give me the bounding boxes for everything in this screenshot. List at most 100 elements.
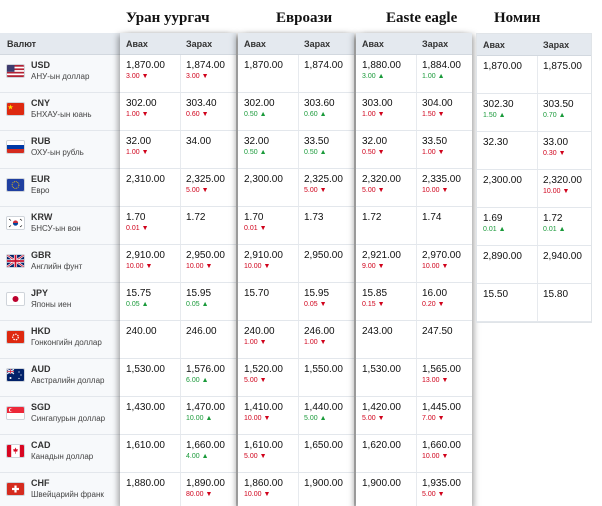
buy-rate-value: 240.00: [244, 326, 275, 337]
change-amount: 80.00: [186, 491, 204, 498]
rate-row: 1,620.00 1,660.00 10.00 ▼: [356, 435, 472, 473]
arrow-down-icon: ▼: [139, 73, 149, 80]
change-amount: 1.50: [483, 112, 497, 119]
currency-row-cad: CAD Канадын доллар: [0, 435, 120, 473]
currency-code: CNY: [31, 98, 51, 108]
rate-row: 1,530.00 1,565.00 13.00 ▼: [356, 359, 472, 397]
change-amount: 7.00: [422, 415, 436, 422]
hk-flag-icon: [6, 330, 25, 344]
rate-row: 1,420.00 5.00 ▼ 1,445.00 7.00 ▼: [356, 397, 472, 435]
change-amount: 1.00: [422, 73, 436, 80]
buy-rate-value: 32.00: [362, 136, 388, 147]
sell-rate-change: 0.05 ▼: [304, 301, 362, 308]
sell-rate-cell: 246.00: [186, 326, 244, 337]
buy-rate-cell: 1,430.00: [126, 402, 184, 413]
arrow-up-icon: ▲: [556, 226, 566, 233]
sell-rate-cell: 33.50 1.00 ▼: [422, 136, 480, 156]
rate-row: 1.69 0.01 ▲ 1.72 0.01 ▲: [477, 208, 591, 246]
buy-rate-cell: 32.30: [483, 137, 541, 148]
currency-code: USD: [31, 60, 51, 70]
buy-rate-change: 1.00 ▼: [126, 149, 184, 156]
buy-rate-change: 0.01 ▼: [126, 225, 184, 232]
buy-rate-cell: 2,310.00: [126, 174, 184, 185]
sell-rate-value: 1,470.00: [186, 402, 225, 413]
buy-rate-cell: 302.30 1.50 ▲: [483, 99, 541, 119]
buy-rate-value: 1,610.00: [126, 440, 165, 451]
currency-name: Японы иен: [31, 300, 72, 309]
sell-rate-change: 10.00 ▲: [186, 415, 244, 422]
bank-panel-uran: Авах Зарах 1,870.00 3.00 ▼ 1,874.00 3.00 ▼ 302…: [120, 33, 236, 506]
buy-rate-value: 1,900.00: [362, 478, 401, 489]
buy-rate-change: 1.00 ▼: [362, 111, 420, 118]
sell-rate-cell: 1,890.00 80.00 ▼: [186, 478, 244, 498]
buy-rate-value: 1,870.00: [483, 61, 522, 72]
rate-header: Авах Зарах: [120, 33, 236, 55]
arrow-down-icon: ▼: [257, 339, 267, 346]
change-amount: 5.00: [304, 187, 318, 194]
buy-rate-value: 2,921.00: [362, 250, 401, 261]
change-amount: 13.00: [422, 377, 440, 384]
buy-rate-value: 2,300.00: [483, 175, 522, 186]
bank-title-nomin: Номин: [494, 10, 541, 26]
currency-row-hkd: HKD Гонконгийн доллар: [0, 321, 120, 359]
buy-rate-cell: 1.69 0.01 ▲: [483, 213, 541, 233]
change-amount: 10.00: [543, 188, 561, 195]
buy-rate-value: 2,310.00: [126, 174, 165, 185]
sell-rate-value: 304.00: [422, 98, 453, 109]
change-amount: 0.60: [304, 111, 318, 118]
sell-rate-cell: 2,940.00: [543, 251, 601, 262]
change-amount: 0.01: [244, 225, 258, 232]
currency-code: HKD: [31, 326, 51, 336]
buy-rate-cell: 1,620.00: [362, 440, 420, 451]
change-amount: 10.00: [422, 263, 440, 270]
rate-row: 2,300.00 2,320.00 10.00 ▼: [477, 170, 591, 208]
buy-rate-cell: 2,300.00: [483, 175, 541, 186]
buy-column-header: Авах: [126, 39, 148, 49]
change-amount: 10.00: [186, 415, 204, 422]
buy-rate-value: 1.72: [362, 212, 382, 223]
sell-rate-value: 247.50: [422, 326, 453, 337]
buy-rate-change: 0.01 ▼: [244, 225, 302, 232]
buy-rate-cell: 2,910.00 10.00 ▼: [244, 250, 302, 270]
currency-name: БНХАУ-ын юань: [31, 110, 92, 119]
sell-rate-value: 1.72: [543, 213, 563, 224]
arrow-down-icon: ▼: [203, 263, 213, 270]
change-amount: 5.00: [186, 187, 200, 194]
currency-row-krw: KRW БНСУ-ын вон: [0, 207, 120, 245]
buy-rate-change: 1.50 ▲: [483, 112, 541, 119]
change-amount: 0.50: [244, 111, 258, 118]
currency-code: EUR: [31, 174, 51, 184]
buy-rate-change: 5.00 ▼: [362, 187, 420, 194]
sell-rate-value: 303.60: [304, 98, 335, 109]
sell-rate-change: 1.50 ▼: [422, 111, 480, 118]
buy-rate-value: 15.70: [244, 288, 270, 299]
sell-rate-cell: 1,576.00 6.00 ▲: [186, 364, 244, 384]
buy-rate-cell: 1.72: [362, 212, 420, 223]
buy-rate-cell: 1.70 0.01 ▼: [244, 212, 302, 232]
ru-flag-icon: [6, 140, 25, 154]
sell-rate-cell: 34.00: [186, 136, 244, 147]
buy-rate-cell: 2,320.00 5.00 ▼: [362, 174, 420, 194]
sell-rate-change: 0.70 ▲: [543, 112, 601, 119]
buy-rate-cell: 1,870.00: [244, 60, 302, 71]
currency-row-eur: EUR Евро: [0, 169, 120, 207]
buy-rate-cell: 1,900.00: [362, 478, 420, 489]
currency-code: KRW: [31, 212, 53, 222]
currency-name: Австралийн доллар: [31, 376, 105, 385]
arrow-down-icon: ▼: [199, 73, 209, 80]
currency-name: Английн фунт: [31, 262, 83, 271]
sell-rate-value: 1,440.00: [304, 402, 343, 413]
buy-rate-cell: 2,910.00 10.00 ▼: [126, 250, 184, 270]
jp-flag-icon: [6, 292, 25, 306]
buy-rate-change: 3.00 ▼: [126, 73, 184, 80]
sell-rate-change: 0.60 ▲: [304, 111, 362, 118]
sell-rate-cell: 2,950.00 10.00 ▼: [186, 250, 244, 270]
buy-rate-value: 32.30: [483, 137, 509, 148]
buy-rate-value: 2,910.00: [126, 250, 165, 261]
sell-rate-cell: 1,660.00 4.00 ▲: [186, 440, 244, 460]
buy-rate-change: 0.50 ▼: [362, 149, 420, 156]
sell-rate-change: 0.05 ▲: [186, 301, 244, 308]
currency-name: АНУ-ын доллар: [31, 72, 90, 81]
rate-row: 32.00 0.50 ▲ 33.50 0.50 ▲: [238, 131, 354, 169]
arrow-up-icon: ▲: [317, 415, 327, 422]
